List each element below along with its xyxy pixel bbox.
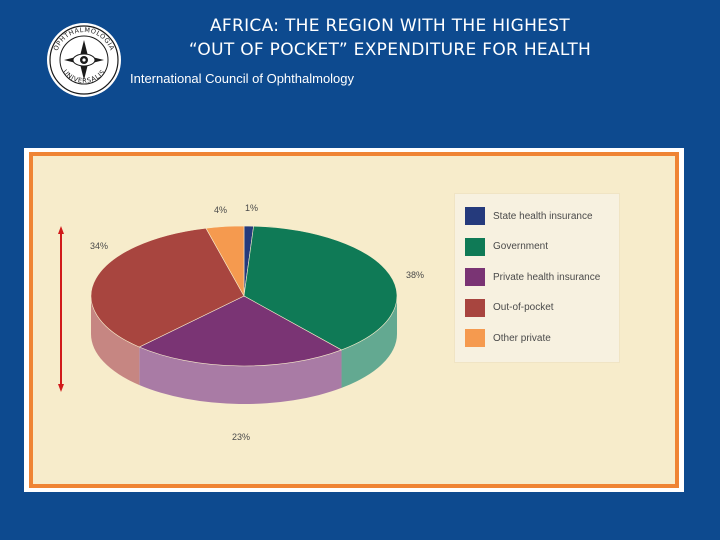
- legend-item-state-health-insurance: State health insurance: [465, 207, 593, 225]
- legend-label: Government: [493, 241, 549, 252]
- legend-swatch: [465, 329, 485, 347]
- legend-swatch: [465, 237, 485, 256]
- legend-item-other-private: Other private: [465, 329, 551, 347]
- ophthalmology-seal-icon: OPHTHALMOLOGIA UNIVERSALIS: [47, 23, 121, 97]
- pct-label-private-health-insurance: 23%: [232, 432, 251, 442]
- legend-item-private-health-insurance: Private health insurance: [465, 268, 600, 286]
- page-title: AFRICA: THE REGION WITH THE HIGHEST “OUT…: [130, 14, 650, 62]
- legend-label: Private health insurance: [493, 271, 601, 283]
- legend-label: Other private: [493, 332, 551, 344]
- legend-swatch: [465, 298, 485, 317]
- pct-label-out-of-pocket: 34%: [90, 241, 109, 251]
- chart-legend: State health insurance Government Private …: [454, 193, 620, 363]
- legend-swatch: [465, 207, 485, 225]
- pct-label-government: 38%: [406, 270, 425, 280]
- legend-item-government: Government: [465, 237, 549, 256]
- legend-label: State health insurance: [493, 210, 593, 222]
- pct-label-other-private: 4%: [214, 205, 228, 215]
- title-line-2: “OUT OF POCKET” EXPENDITURE FOR HEALTH: [188, 40, 592, 60]
- organization-name: International Council of Ophthalmology: [130, 71, 355, 86]
- legend-swatch: [465, 268, 485, 286]
- title-line-1: AFRICA: THE REGION WITH THE HIGHEST: [210, 16, 570, 36]
- pct-label-state-health-insurance: 1%: [245, 203, 259, 213]
- legend-item-out-of-pocket: Out-of-pocket: [465, 298, 554, 317]
- legend-label: Out-of-pocket: [493, 302, 554, 313]
- double-headed-vertical-arrow: [58, 226, 64, 392]
